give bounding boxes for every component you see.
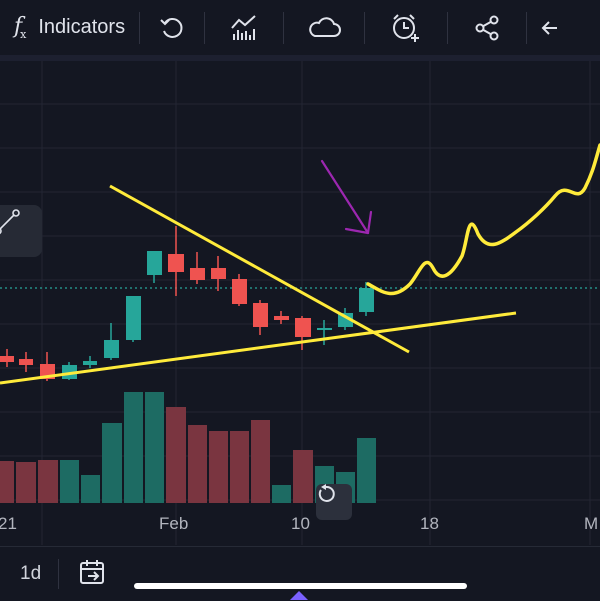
indicators-button[interactable]: fx Indicators bbox=[0, 0, 139, 55]
candle-doji bbox=[317, 320, 332, 345]
bottom-bar: 1d bbox=[0, 546, 600, 601]
projection-drawing[interactable] bbox=[366, 143, 600, 296]
candle-down bbox=[211, 256, 226, 291]
toolbar-divider bbox=[283, 11, 285, 44]
candle-up bbox=[62, 362, 77, 380]
volume-bars bbox=[0, 392, 376, 503]
ascending-trendline[interactable] bbox=[0, 311, 517, 385]
toolbar-divider bbox=[364, 11, 366, 44]
candlesticks bbox=[0, 226, 374, 381]
bottom-divider bbox=[58, 559, 59, 589]
candle-doji bbox=[274, 311, 289, 324]
scroll-handle-icon[interactable] bbox=[290, 591, 308, 600]
fx-icon: fx bbox=[14, 13, 27, 42]
undo-icon bbox=[160, 17, 183, 38]
x-axis-label: 18 bbox=[420, 514, 439, 533]
x-axis-label: M bbox=[584, 514, 599, 533]
candle-down bbox=[190, 252, 205, 284]
candle-up bbox=[338, 308, 353, 330]
candle-down bbox=[295, 316, 311, 350]
candle-up bbox=[147, 251, 162, 283]
candle-up bbox=[104, 323, 119, 360]
share-icon bbox=[475, 15, 499, 40]
home-indicator[interactable] bbox=[134, 583, 467, 589]
candle-up bbox=[359, 282, 374, 316]
reset-chart-button[interactable] bbox=[316, 484, 352, 520]
arrow-left-icon bbox=[541, 20, 558, 35]
x-axis-label: 21 bbox=[0, 514, 17, 533]
candle-down bbox=[232, 274, 247, 306]
trendline-tool-button[interactable] bbox=[0, 205, 42, 257]
volume-bar bbox=[166, 407, 186, 503]
volume-bar bbox=[230, 431, 249, 503]
volume-bar bbox=[251, 420, 270, 503]
volume-bar bbox=[357, 438, 376, 503]
volume-bar bbox=[272, 485, 291, 503]
candle-down bbox=[168, 226, 184, 296]
reset-icon bbox=[318, 484, 335, 502]
volume-bar bbox=[38, 460, 58, 503]
descending-trendline[interactable] bbox=[109, 184, 410, 354]
chart-type-button[interactable] bbox=[205, 0, 283, 55]
alert-clock-icon bbox=[393, 13, 420, 42]
undo-button[interactable] bbox=[140, 0, 204, 55]
candle-down bbox=[253, 300, 268, 335]
toolbar-divider bbox=[447, 11, 449, 44]
top-toolbar: fx Indicators bbox=[0, 0, 600, 55]
volume-bar bbox=[81, 475, 100, 503]
chart-canvas bbox=[0, 61, 600, 545]
volume-bar bbox=[293, 450, 313, 503]
x-axis-label: Feb bbox=[159, 514, 189, 533]
annotation-arrow[interactable] bbox=[320, 159, 373, 235]
indicators-label: Indicators bbox=[38, 16, 126, 38]
volume-bar bbox=[60, 460, 79, 503]
chart-type-icon bbox=[231, 14, 256, 40]
chart-area[interactable] bbox=[0, 61, 600, 545]
calendar-goto-icon bbox=[80, 560, 104, 584]
back-button[interactable] bbox=[527, 0, 558, 55]
volume-bar bbox=[102, 423, 122, 503]
volume-bar bbox=[145, 392, 164, 503]
toolbar-divider bbox=[204, 11, 206, 44]
volume-bar bbox=[0, 461, 14, 503]
volume-bar bbox=[16, 462, 36, 503]
cloud-icon bbox=[309, 16, 342, 37]
share-button[interactable] bbox=[448, 0, 526, 55]
candle-down bbox=[19, 352, 33, 372]
date-range-button[interactable] bbox=[78, 557, 108, 592]
toolbar-divider bbox=[526, 11, 528, 44]
trendline-tool-icon bbox=[0, 209, 20, 235]
alert-button[interactable] bbox=[365, 0, 447, 55]
volume-bar bbox=[124, 392, 143, 503]
cloud-button[interactable] bbox=[284, 0, 364, 55]
candle-down bbox=[0, 349, 14, 367]
volume-bar bbox=[188, 425, 207, 503]
interval-button[interactable]: 1d bbox=[20, 563, 42, 584]
toolbar-shadow bbox=[0, 55, 600, 61]
candle-up bbox=[126, 296, 141, 342]
toolbar-divider bbox=[139, 11, 141, 44]
volume-bar bbox=[209, 431, 228, 503]
x-axis-label: 10 bbox=[291, 514, 310, 533]
candle-up bbox=[83, 356, 97, 368]
